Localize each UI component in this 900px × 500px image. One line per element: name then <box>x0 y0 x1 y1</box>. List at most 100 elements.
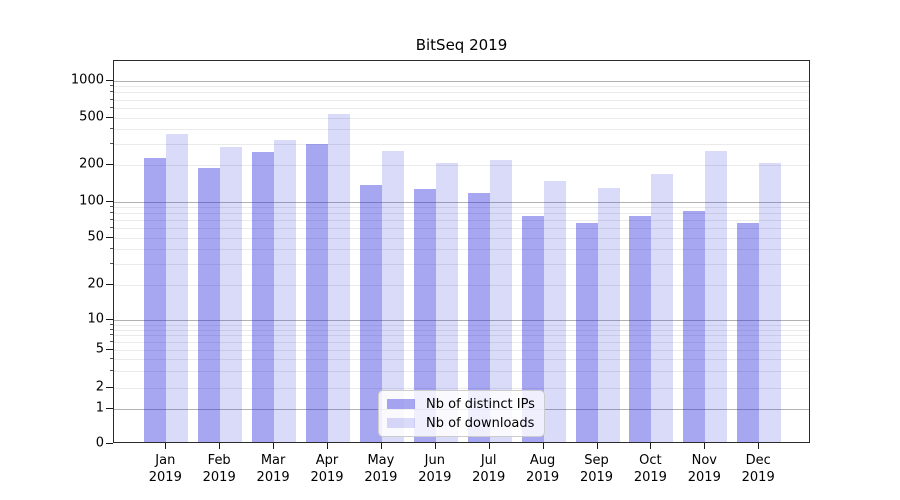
minor-gridline <box>114 117 809 119</box>
x-label-month: May <box>367 453 395 468</box>
bar-distinct-ips-sep <box>575 223 598 442</box>
chart-title: BitSeq 2019 <box>415 36 508 54</box>
legend-item-distinct-ips: Nb of distinct IPs <box>387 397 536 412</box>
x-label-month: Nov <box>691 453 717 468</box>
minor-gridline <box>114 342 809 344</box>
bar-downloads-mar <box>274 139 297 442</box>
x-tick-label: Jul 2019 <box>472 452 505 486</box>
legend-label-downloads: Nb of downloads <box>426 415 535 431</box>
x-label-year: 2019 <box>741 470 775 485</box>
minor-gridline <box>114 264 809 266</box>
x-tick <box>596 443 598 449</box>
bar-distinct-ips-mar <box>252 151 275 442</box>
major-gridline <box>114 201 809 203</box>
minor-gridline <box>114 388 809 389</box>
bar-distinct-ips-jan <box>144 158 167 442</box>
y-tick-label: 0 <box>95 435 104 451</box>
y-tick-label: 50 <box>87 229 104 245</box>
x-tick-label: Mar 2019 <box>257 452 290 486</box>
minor-gridline <box>114 359 809 361</box>
bar-distinct-ips-apr <box>306 143 328 442</box>
minor-gridline <box>114 371 809 373</box>
x-tick-label: Nov 2019 <box>688 452 721 486</box>
minor-gridline <box>114 329 809 331</box>
y-minor-tick <box>110 98 113 100</box>
bar-distinct-ips-nov <box>683 210 706 442</box>
x-tick-label: Oct 2019 <box>634 452 667 486</box>
x-label-month: Aug <box>529 453 556 468</box>
y-minor-tick <box>110 106 113 108</box>
y-tick-label: 200 <box>79 156 104 172</box>
x-tick <box>434 443 436 449</box>
x-label-month: Jul <box>480 453 497 468</box>
minor-gridline <box>114 285 809 286</box>
y-tick <box>106 116 113 118</box>
y-minor-tick <box>110 370 113 372</box>
y-minor-tick <box>110 212 113 214</box>
y-tick <box>106 349 113 350</box>
minor-gridline <box>114 144 809 145</box>
y-tick-label: 1000 <box>70 72 104 87</box>
y-minor-tick <box>110 248 113 250</box>
x-tick-label: Jun 2019 <box>418 452 451 486</box>
legend-swatch-distinct-ips <box>387 399 415 409</box>
y-minor-tick <box>110 143 113 144</box>
bar-distinct-ips-jun <box>413 189 436 442</box>
y-tick <box>106 319 113 320</box>
y-minor-tick <box>110 227 113 229</box>
y-minor-tick <box>110 91 113 93</box>
x-label-month: Oct <box>639 453 662 468</box>
y-tick-label: 10 <box>87 311 104 327</box>
x-tick-label: Aug 2019 <box>526 452 559 486</box>
y-minor-tick <box>110 341 113 343</box>
x-tick-label: Feb 2019 <box>203 452 236 486</box>
bar-downloads-dec <box>759 163 782 442</box>
x-label-month: Jun <box>424 453 445 468</box>
y-tick-label: 1 <box>95 400 104 416</box>
bar-distinct-ips-aug <box>521 216 544 442</box>
x-label-month: Sep <box>584 453 609 468</box>
y-tick <box>106 200 113 202</box>
x-tick <box>273 443 275 449</box>
minor-gridline <box>114 213 809 215</box>
x-tick-label: Dec 2019 <box>742 452 775 486</box>
y-tick-label: 5 <box>95 341 104 357</box>
bar-downloads-oct <box>651 174 674 442</box>
bar-downloads-feb <box>220 147 243 442</box>
y-tick-label: 20 <box>87 276 104 292</box>
minor-gridline <box>114 207 809 208</box>
y-tick <box>106 408 113 409</box>
x-tick <box>704 443 706 449</box>
x-tick-label: Sep 2019 <box>580 452 613 486</box>
x-label-year: 2019 <box>579 470 614 485</box>
y-tick <box>106 443 113 444</box>
x-label-year: 2019 <box>364 470 398 485</box>
bar-distinct-ips-feb <box>198 168 221 442</box>
bar-downloads-jun <box>435 163 458 442</box>
y-minor-tick <box>110 128 113 130</box>
x-label-month: Mar <box>260 453 286 468</box>
y-minor-tick <box>110 323 113 325</box>
minor-gridline <box>114 220 809 222</box>
y-tick <box>106 387 113 388</box>
y-minor-tick <box>110 206 113 207</box>
y-minor-tick <box>110 358 113 360</box>
x-tick <box>219 443 221 449</box>
legend-item-downloads: Nb of downloads <box>387 416 536 431</box>
x-label-year: 2019 <box>687 470 721 485</box>
y-minor-tick <box>110 328 113 330</box>
x-tick <box>165 443 167 449</box>
x-tick <box>758 443 760 449</box>
x-label-month: Feb <box>207 453 231 468</box>
x-label-month: Dec <box>745 453 771 468</box>
x-tick-label: Jan 2019 <box>149 452 182 486</box>
legend-swatch-downloads <box>387 418 415 428</box>
major-gridline <box>114 320 809 321</box>
y-tick-label: 2 <box>95 379 104 395</box>
y-tick-label: 500 <box>79 109 104 124</box>
x-label-year: 2019 <box>418 470 452 485</box>
bar-downloads-nov <box>705 151 728 442</box>
x-tick <box>488 443 490 449</box>
y-tick <box>106 237 113 238</box>
